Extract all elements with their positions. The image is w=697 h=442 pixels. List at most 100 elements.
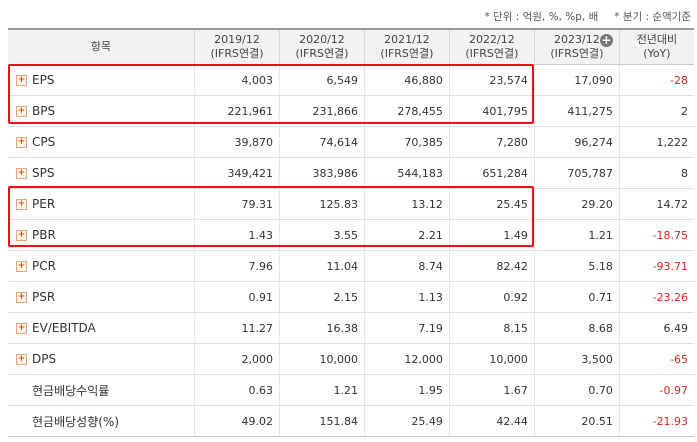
unit-note: * 단위 : 억원, %, %p, 배 [484, 11, 599, 23]
expand-plus-icon[interactable]: + [16, 106, 27, 117]
cell-value: 2.21 [363, 219, 450, 251]
cell-yoy: -21.93 [618, 405, 694, 437]
cell-value: 8.68 [533, 312, 620, 344]
cell-value: 11.27 [194, 312, 280, 344]
cell-value: 96,274 [533, 126, 620, 158]
header-year-3: 2022/12 (IFRS연결) [448, 28, 535, 65]
row-label[interactable]: + PBR [8, 219, 195, 251]
row-label[interactable]: + PCR [8, 250, 195, 282]
cell-value: 79.31 [194, 188, 280, 220]
cell-value: 383,986 [278, 157, 365, 189]
cell-value: 231,866 [278, 95, 365, 127]
row-label-text: EV/EBITDA [32, 321, 96, 335]
row-label[interactable]: + EPS [8, 64, 195, 96]
cell-yoy: 6.49 [618, 312, 694, 344]
cell-value: 8.15 [448, 312, 535, 344]
table-row: 현금배당수익률 0.63 1.21 1.95 1.67 0.70 -0.97 [8, 374, 694, 406]
cell-yoy: -18.75 [618, 219, 694, 251]
expand-plus-icon[interactable]: + [16, 292, 27, 303]
header-yoy: 전년대비 (YoY) [618, 28, 694, 65]
cell-value: 1.95 [363, 374, 450, 406]
cell-value: 411,275 [533, 95, 620, 127]
cell-value: 0.63 [194, 374, 280, 406]
table-row: + PSR 0.91 2.15 1.13 0.92 0.71 -23.26 [8, 281, 694, 313]
cell-value: 39,870 [194, 126, 280, 158]
cell-value: 349,421 [194, 157, 280, 189]
expand-plus-icon[interactable]: + [16, 354, 27, 365]
expand-plus-icon[interactable]: + [16, 261, 27, 272]
table-row: + EV/EBITDA 11.27 16.38 7.19 8.15 8.68 6.49 [8, 312, 694, 344]
table-row: 현금배당성향(%) 49.02 151.84 25.49 42.44 20.51 -21.9… [8, 405, 694, 437]
cell-yoy: 1,222 [618, 126, 694, 158]
cell-value: 1.67 [448, 374, 535, 406]
cell-value: 25.49 [363, 405, 450, 437]
row-label-text: 현금배당수익률 [32, 383, 110, 398]
cell-value: 17,090 [533, 64, 620, 96]
cell-value: 10,000 [448, 343, 535, 375]
expand-plus-icon[interactable]: + [16, 323, 27, 334]
row-label[interactable]: + BPS [8, 95, 195, 127]
cell-value: 23,574 [448, 64, 535, 96]
cell-yoy: -93.71 [618, 250, 694, 282]
cell-yoy: -28 [618, 64, 694, 96]
cell-value: 4,003 [194, 64, 280, 96]
cell-yoy: 14.72 [618, 188, 694, 220]
header-year-4: 2023/12 (IFRS연결) + [533, 28, 620, 65]
cell-value: 2,000 [194, 343, 280, 375]
plus-circle-icon[interactable]: + [599, 33, 613, 47]
cell-value: 0.92 [448, 281, 535, 313]
cell-value: 544,183 [363, 157, 450, 189]
row-label[interactable]: + SPS [8, 157, 195, 189]
cell-value: 74,614 [278, 126, 365, 158]
row-label-text: CPS [32, 135, 56, 149]
cell-value: 7,280 [448, 126, 535, 158]
table-row: + PBR 1.43 3.55 2.21 1.49 1.21 -18.75 [8, 219, 694, 251]
table-row: + PCR 7.96 11.04 8.74 82.42 5.18 -93.71 [8, 250, 694, 282]
row-label-text: SPS [32, 166, 55, 180]
row-label-text: BPS [32, 104, 56, 118]
cell-value: 1.21 [533, 219, 620, 251]
cell-value: 1.21 [278, 374, 365, 406]
cell-value: 651,284 [448, 157, 535, 189]
cell-value: 70,385 [363, 126, 450, 158]
cell-value: 5.18 [533, 250, 620, 282]
expand-plus-icon[interactable]: + [16, 168, 27, 179]
row-label[interactable]: + CPS [8, 126, 195, 158]
row-label[interactable]: + PSR [8, 281, 195, 313]
cell-value: 0.91 [194, 281, 280, 313]
cell-value: 125.83 [278, 188, 365, 220]
row-label-text: PBR [32, 228, 56, 242]
header-year-1: 2020/12 (IFRS연결) [278, 28, 365, 65]
row-label-text: EPS [32, 73, 55, 87]
table-row: + PER 79.31 125.83 13.12 25.45 29.20 14.72 [8, 188, 694, 220]
cell-yoy: -0.97 [618, 374, 694, 406]
cell-value: 42.44 [448, 405, 535, 437]
row-label[interactable]: + DPS [8, 343, 195, 375]
cell-value: 7.96 [194, 250, 280, 282]
notes: * 단위 : 억원, %, %p, 배 * 분기 : 순액기준 [484, 9, 691, 24]
row-label: 현금배당수익률 [8, 374, 195, 406]
cell-yoy: -65 [618, 343, 694, 375]
row-label[interactable]: + EV/EBITDA [8, 312, 195, 344]
row-label-text: PCR [32, 259, 56, 273]
cell-value: 401,795 [448, 95, 535, 127]
cell-value: 2.15 [278, 281, 365, 313]
cell-value: 49.02 [194, 405, 280, 437]
expand-plus-icon[interactable]: + [16, 137, 27, 148]
expand-plus-icon[interactable]: + [16, 199, 27, 210]
cell-yoy: -23.26 [618, 281, 694, 313]
table-row: + SPS 349,421 383,986 544,183 651,284 705,787 8 [8, 157, 694, 189]
cell-value: 0.71 [533, 281, 620, 313]
cell-value: 278,455 [363, 95, 450, 127]
financial-ratio-table: 항목 2019/12 (IFRS연결) 2020/12 (IFRS연결) 2021/… [8, 28, 694, 437]
expand-plus-icon[interactable]: + [16, 75, 27, 86]
cell-value: 12,000 [363, 343, 450, 375]
row-label[interactable]: + PER [8, 188, 195, 220]
header-year-0: 2019/12 (IFRS연결) [194, 28, 280, 65]
cell-yoy: 8 [618, 157, 694, 189]
cell-value: 221,961 [194, 95, 280, 127]
cell-yoy: 2 [618, 95, 694, 127]
period-note: * 분기 : 순액기준 [614, 11, 691, 23]
expand-plus-icon[interactable]: + [16, 230, 27, 241]
row-label-text: DPS [32, 352, 57, 366]
